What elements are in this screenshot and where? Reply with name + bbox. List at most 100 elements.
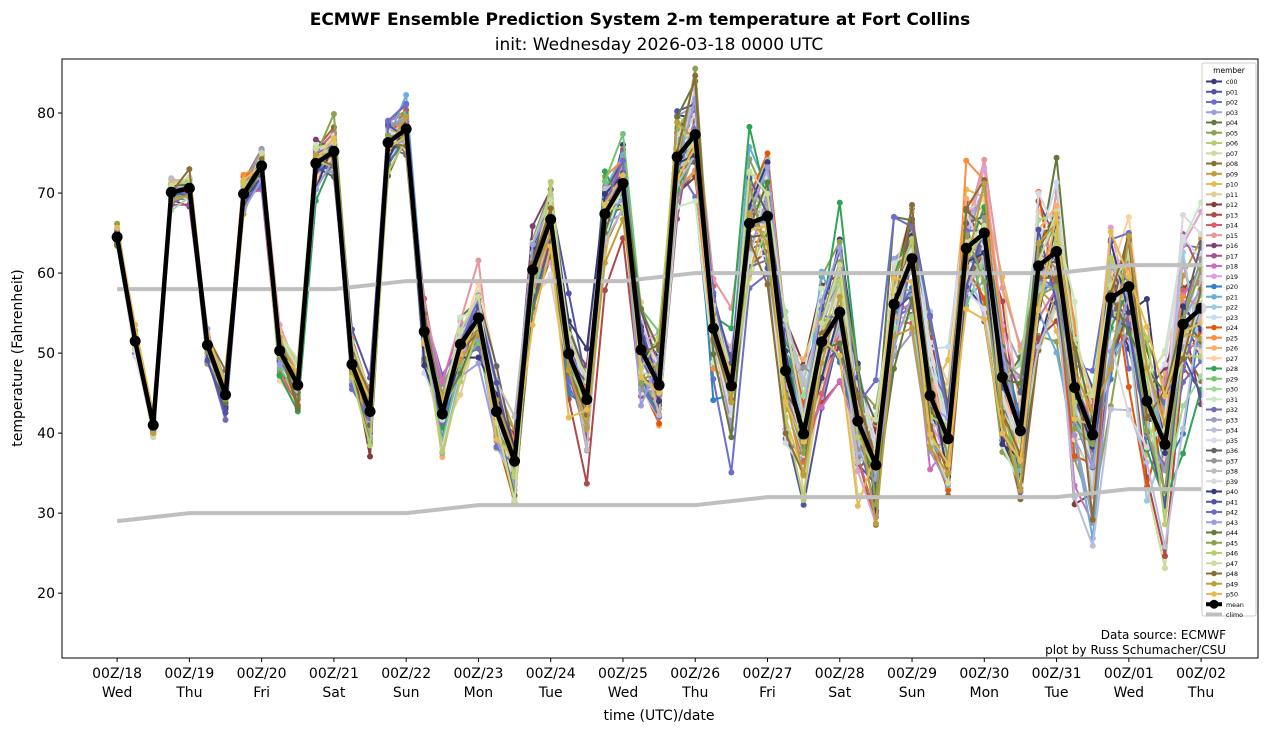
- legend-swatch-marker: [1211, 591, 1217, 597]
- mean-point: [743, 217, 755, 229]
- member-point: [674, 119, 681, 126]
- legend-label: climo: [1226, 612, 1243, 619]
- mean-point: [834, 306, 846, 318]
- member-point: [583, 406, 590, 413]
- legend-swatch-marker: [1211, 355, 1217, 362]
- legend-label: p46: [1226, 551, 1238, 558]
- member-point: [150, 430, 157, 437]
- member-point: [457, 391, 464, 398]
- member-point: [601, 178, 608, 185]
- mean-point: [310, 157, 322, 169]
- legend-swatch-marker: [1211, 437, 1217, 444]
- legend-label: p16: [1226, 243, 1238, 250]
- climo-layer: [116, 263, 1202, 524]
- mean-point: [292, 379, 304, 391]
- member-point: [818, 285, 825, 292]
- member-point: [927, 339, 934, 346]
- member-point: [927, 314, 934, 321]
- member-point: [764, 281, 771, 288]
- x-tick-day-label: Wed: [608, 685, 639, 701]
- mean-point: [1177, 318, 1189, 330]
- x-tick-day-label: Tue: [538, 685, 563, 701]
- legend-entry-p22: p22: [1206, 304, 1238, 312]
- member-point: [439, 424, 446, 431]
- member-point: [619, 130, 626, 137]
- y-tick-label: 40: [37, 426, 55, 442]
- legend-swatch-marker: [1211, 570, 1217, 577]
- legend-swatch-marker: [1211, 263, 1217, 269]
- member-point: [818, 298, 825, 305]
- legend-entry-p15: p15: [1206, 232, 1238, 240]
- member-point: [1071, 452, 1078, 459]
- member-point: [475, 293, 482, 300]
- member-point: [692, 72, 699, 79]
- legend-entry-p26: p26: [1206, 345, 1238, 353]
- member-point: [656, 398, 663, 405]
- mean-point: [924, 390, 936, 402]
- member-point: [981, 222, 988, 229]
- legend: member c00 p01 p02 p03 p04 p05 p06 p07 p08 p09 p10…: [1201, 62, 1257, 619]
- member-point: [890, 259, 897, 266]
- member-point: [1161, 521, 1168, 528]
- member-point: [1053, 328, 1060, 335]
- legend-swatch-marker: [1211, 560, 1217, 567]
- member-point: [457, 327, 464, 334]
- legend-entry-p02: p02: [1206, 99, 1238, 107]
- member-point: [439, 448, 446, 455]
- member-point: [854, 502, 861, 509]
- member-point: [999, 430, 1006, 437]
- legend-swatch-marker: [1211, 160, 1217, 167]
- member-point: [638, 306, 645, 313]
- x-tick-label: 00Z/26: [670, 666, 720, 682]
- member-point: [1107, 365, 1114, 372]
- member-point: [1071, 416, 1078, 423]
- member-point: [258, 149, 265, 156]
- legend-entry-p35: p35: [1206, 437, 1238, 445]
- member-point: [1017, 380, 1024, 387]
- member-point: [981, 156, 988, 163]
- x-tick-day-label: Tue: [1044, 685, 1069, 701]
- legend-swatch-marker: [1211, 457, 1217, 464]
- member-point: [385, 117, 392, 124]
- member-point: [1143, 323, 1150, 330]
- legend-swatch-marker: [1211, 129, 1217, 136]
- legend-label: p08: [1226, 161, 1238, 168]
- legend-swatch-marker: [1211, 550, 1217, 556]
- legend-label: p14: [1226, 223, 1238, 230]
- member-point: [836, 352, 843, 359]
- legend-label: p47: [1226, 561, 1238, 568]
- legend-label: p35: [1226, 438, 1238, 445]
- legend-swatch-marker: [1211, 324, 1217, 331]
- member-point: [1180, 378, 1187, 385]
- member-point: [836, 340, 843, 347]
- member-point: [475, 360, 482, 367]
- mean-layer: [111, 123, 1207, 471]
- legend-swatch-marker: [1211, 242, 1217, 249]
- legend-entry-p43: p43: [1206, 519, 1238, 527]
- climo-max-line: [117, 263, 1202, 292]
- legend-entry-c00: c00: [1206, 78, 1237, 86]
- member-point: [782, 440, 789, 447]
- legend-swatch-marker: [1211, 529, 1217, 536]
- x-axis-label: time (UTC)/date: [603, 708, 714, 724]
- member-point: [276, 361, 283, 368]
- legend-label: p26: [1226, 346, 1238, 353]
- x-tick-day-label: Fri: [253, 685, 270, 701]
- member-point: [836, 377, 843, 384]
- member-point: [800, 450, 807, 457]
- member-point: [782, 316, 789, 323]
- member-point: [746, 168, 753, 175]
- member-point: [800, 501, 807, 508]
- member-point: [330, 110, 337, 117]
- legend-label: p42: [1226, 510, 1238, 517]
- member-point: [854, 468, 861, 475]
- legend-entry-p38: p38: [1206, 468, 1238, 476]
- legend-label: mean: [1226, 602, 1244, 609]
- member-point: [547, 205, 554, 212]
- legend-entry-p32: p32: [1206, 406, 1238, 414]
- legend-entry-p04: p04: [1206, 119, 1238, 127]
- member-point: [1161, 543, 1168, 550]
- legend-swatch-marker: [1211, 427, 1217, 433]
- member-point: [945, 470, 952, 477]
- member-point: [619, 172, 626, 179]
